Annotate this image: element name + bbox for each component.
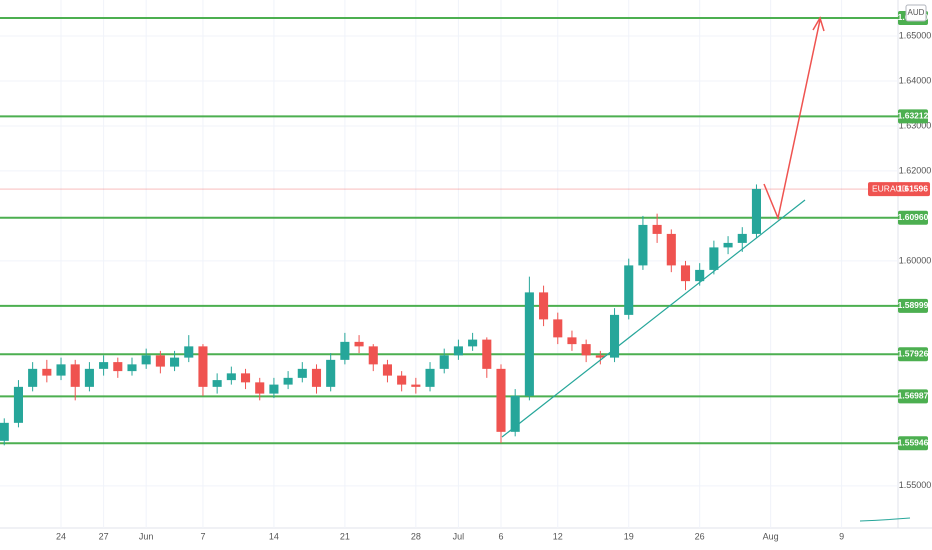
- candle-body: [297, 368, 307, 378]
- candle-body: [354, 341, 364, 347]
- candle-body: [496, 368, 506, 432]
- candle-body: [13, 386, 23, 423]
- level-label: 1.56987: [898, 391, 929, 401]
- grid: [0, 0, 898, 528]
- candle-body: [226, 373, 236, 381]
- level-label-box: [898, 109, 928, 124]
- x-tick-label: 28: [411, 531, 421, 541]
- candle-body: [255, 382, 265, 394]
- candle-body: [340, 341, 350, 360]
- candle-body: [84, 368, 94, 387]
- level-label-box: [898, 210, 928, 225]
- candle-body: [709, 247, 719, 270]
- level-label: 1.58999: [898, 300, 929, 310]
- candle-body: [425, 368, 435, 387]
- candle-body: [524, 292, 534, 396]
- candle-body: [283, 377, 293, 385]
- y-tick-label: 1.55000: [899, 480, 932, 490]
- x-tick-label: 21: [340, 531, 350, 541]
- last-price-label: 1.61596: [897, 183, 928, 193]
- trend-line: [501, 199, 806, 438]
- candle-body: [624, 265, 634, 315]
- currency[interactable]: AUD: [908, 8, 925, 17]
- candle-body: [510, 395, 520, 432]
- candle-body: [482, 339, 492, 369]
- candle-body: [595, 355, 605, 358]
- level-label: 1.60960: [898, 212, 929, 222]
- candle-body: [567, 337, 577, 345]
- y-tick-label: 1.63000: [899, 120, 932, 130]
- candle-body: [198, 346, 208, 387]
- candle-body: [468, 339, 478, 347]
- arrow-head: [812, 16, 825, 32]
- x-tick-label: 27: [99, 531, 109, 541]
- y-tick-label: 1.64000: [899, 75, 932, 85]
- candle-body: [680, 265, 691, 282]
- y-tick-label: 1.62000: [899, 165, 932, 175]
- candle-body: [0, 422, 9, 441]
- level-label-box: [898, 298, 928, 313]
- candle-body: [453, 346, 463, 356]
- candle-body: [113, 362, 123, 372]
- level-label: 1.63212: [898, 111, 929, 121]
- candle-body: [56, 364, 66, 376]
- level-label: 1.55946: [898, 438, 929, 448]
- candle-body: [42, 368, 52, 376]
- x-tick-label: 19: [624, 531, 634, 541]
- x-tick-label: 26: [695, 531, 705, 541]
- candle-body: [695, 269, 705, 282]
- candle-body: [141, 355, 151, 365]
- candle-body: [652, 224, 662, 234]
- candle-body: [184, 346, 194, 358]
- candle-body: [212, 380, 222, 387]
- candle-body: [553, 319, 563, 338]
- level-label-box: [898, 436, 928, 451]
- candle-body: [311, 368, 322, 387]
- candle-body: [127, 364, 137, 372]
- labels: 1.65000 1.64000 1.63000 1.62000 1.60000 1.550…: [56, 10, 932, 541]
- candle-body: [170, 357, 180, 367]
- candle-body: [737, 233, 747, 243]
- last-price-box: [868, 182, 930, 197]
- candle-body: [638, 224, 648, 266]
- symbol: EURAUD: [872, 183, 908, 193]
- candle-body: [723, 242, 733, 248]
- y-tick-label: 1.65000: [899, 30, 932, 40]
- x-tick-label: 6: [498, 531, 503, 541]
- level-label-box: [898, 389, 928, 404]
- indicator-stub: [859, 517, 911, 522]
- candle-body: [581, 344, 591, 356]
- x-tick-label: 24: [56, 531, 66, 541]
- x-tick-label: Aug: [763, 531, 779, 541]
- candle-body: [368, 346, 378, 365]
- candle-body: [240, 373, 251, 383]
- candle-body: [155, 355, 165, 367]
- y-tick-label: 1.60000: [899, 255, 932, 265]
- candle-body: [28, 368, 38, 387]
- candle-body: [411, 384, 421, 387]
- candle-body: [397, 375, 407, 385]
- candle-body: [539, 292, 549, 320]
- x-tick-label: 12: [553, 531, 563, 541]
- candle-body: [439, 355, 449, 369]
- candle-body: [269, 384, 279, 394]
- projection-arrow: [763, 19, 821, 221]
- candles: [0, 184, 762, 446]
- x-tick-label: 9: [839, 531, 844, 541]
- candle-body: [382, 364, 392, 376]
- x-tick-label: 7: [200, 531, 205, 541]
- level-label-box: [898, 347, 928, 362]
- candle-body: [326, 359, 336, 387]
- candle-body: [70, 364, 80, 387]
- x-tick-label: Jul: [453, 531, 465, 541]
- currency-button[interactable]: [905, 4, 927, 22]
- candle-body: [609, 314, 620, 358]
- candle-body: [751, 188, 762, 234]
- level-label: 1.57926: [898, 348, 929, 358]
- x-tick-label: 14: [269, 531, 279, 541]
- x-tick-label: Jun: [139, 531, 154, 541]
- candle-body: [99, 362, 109, 369]
- candle-body: [666, 233, 676, 266]
